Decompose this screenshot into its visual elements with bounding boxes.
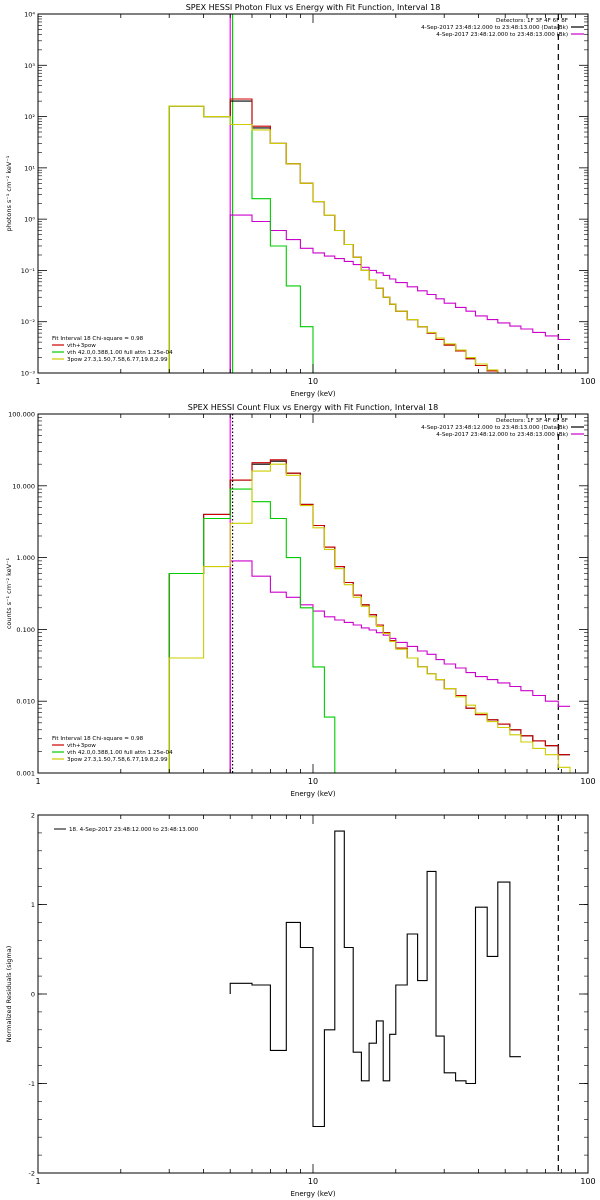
y-tick-label: 0 xyxy=(31,991,35,999)
legend-interval-label: 18. 4-Sep-2017 23:48:12.000 to 23:48:13.… xyxy=(69,827,199,833)
series-bk xyxy=(229,214,570,373)
legend-fit-label: vth+3pow xyxy=(67,743,96,749)
legend-entry-label: 4-Sep-2017 23:48:12.000 to 23:48:13.000 … xyxy=(436,32,568,38)
x-axis-label: Energy (keV) xyxy=(290,790,335,798)
plot-frame xyxy=(37,413,589,774)
y-tick-label: 0.001 xyxy=(16,770,35,778)
x-axis-label: Energy (keV) xyxy=(290,390,335,398)
y-tick-label: 10⁰ xyxy=(24,216,35,224)
legend-fit-label: vth+3pow xyxy=(67,343,96,349)
y-tick-label: 1 xyxy=(31,901,35,909)
legend-fit-label: 3pow 27.3,1.50,7.58,6.77,19.8,2.99 xyxy=(67,757,168,763)
y-tick-label: 0.010 xyxy=(16,698,35,706)
legend-fit-header: Fit Interval 18 Chi-square = 0.98 xyxy=(52,736,144,742)
y-tick-label: 100.000 xyxy=(8,411,35,419)
y-tick-label: 2 xyxy=(31,812,35,820)
y-tick-label: 10⁻² xyxy=(21,318,36,326)
series-3pow xyxy=(168,463,588,773)
x-tick-label: 1 xyxy=(35,777,40,786)
x-tick-label: 10 xyxy=(308,377,318,386)
y-tick-label: 10¹ xyxy=(24,164,35,172)
y-axis-label: photons s⁻¹ cm⁻² keV⁻¹ xyxy=(5,155,13,231)
y-tick-label: 0.100 xyxy=(16,626,35,634)
x-tick-label: 10 xyxy=(308,777,318,786)
chart-panel-2: SPEX HESSI Count Flux vs Energy with Fit… xyxy=(5,403,596,798)
series-vth xyxy=(168,488,345,773)
y-tick-label: 10³ xyxy=(24,62,35,70)
x-tick-label: 100 xyxy=(580,1177,595,1186)
series-residuals xyxy=(229,830,521,1128)
legend-entry-label: 4-Sep-2017 23:48:12.000 to 23:48:13.000 … xyxy=(436,432,568,438)
legend-fit-header: Fit Interval 18 Chi-square = 0.98 xyxy=(52,336,144,342)
y-tick-label: 10² xyxy=(24,113,35,121)
legend-entry-label: 4-Sep-2017 23:48:12.000 to 23:48:13.000 … xyxy=(421,25,568,31)
legend-fit-label: vth 42.0,0.388,1.00 full attn 1.25e-04 xyxy=(67,750,173,756)
series-3pow xyxy=(168,105,588,373)
legend-fit-label: 3pow 27.3,1.50,7.58,6.77,19.8,2.99 xyxy=(67,357,168,363)
y-tick-label: 10⁴ xyxy=(24,11,35,19)
x-tick-label: 100 xyxy=(580,777,595,786)
series-group xyxy=(168,459,588,773)
y-tick-label: -2 xyxy=(29,1170,35,1178)
legend-detectors: Detectors: 1F 3F 4F 6F 8F xyxy=(496,418,568,424)
series-bk xyxy=(229,560,570,773)
y-axis-label: Normalized Residuals (sigma) xyxy=(5,946,13,1043)
y-tick-label: -1 xyxy=(29,1080,35,1088)
legend-entry-label: 4-Sep-2017 23:48:12.000 to 23:48:13.000 … xyxy=(421,425,568,431)
legend-fit-label: vth 42.0,0.388,1.00 full attn 1.25e-04 xyxy=(67,350,173,356)
series-vth xyxy=(168,105,325,373)
chart-title: SPEX HESSI Photon Flux vs Energy with Fi… xyxy=(186,3,441,12)
series-group xyxy=(168,98,588,373)
chart-title: SPEX HESSI Count Flux vs Energy with Fit… xyxy=(188,403,439,412)
y-tick-label: 10.000 xyxy=(12,482,35,490)
legend-detectors: Detectors: 1F 3F 4F 6F 8F xyxy=(496,18,568,24)
chart-panel-3: 1 10 100 Energy (keV) -2 -1 0 1 2 Normalized Resi… xyxy=(5,812,596,1199)
y-tick-label: 10⁻³ xyxy=(21,370,36,378)
x-axis-label: Energy (keV) xyxy=(290,1190,335,1198)
chart-panel-1: SPEX HESSI Photon Flux vs Energy with Fi… xyxy=(5,3,596,398)
y-axis-label: counts s⁻¹ cm⁻² keV⁻¹ xyxy=(5,557,13,629)
y-tick-label: 1.000 xyxy=(16,554,35,562)
series-group xyxy=(229,830,521,1128)
x-tick-label: 100 xyxy=(580,377,595,386)
y-tick-label: 10⁻¹ xyxy=(21,267,36,275)
x-tick-label: 10 xyxy=(308,1177,318,1186)
x-tick-label: 1 xyxy=(35,1177,40,1186)
x-tick-label: 1 xyxy=(35,377,40,386)
